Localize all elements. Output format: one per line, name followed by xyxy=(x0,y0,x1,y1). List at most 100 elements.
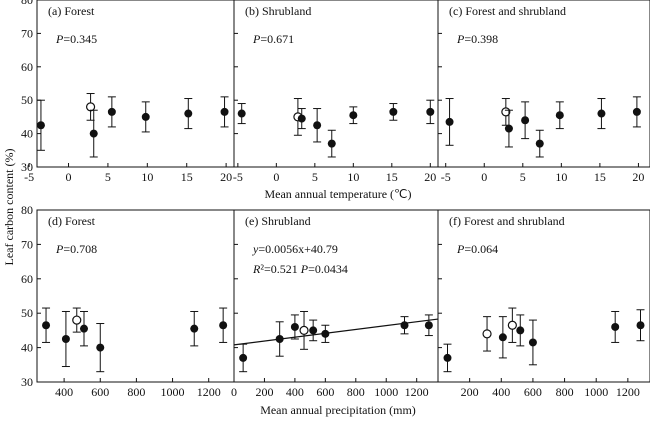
data-point-open xyxy=(299,325,309,335)
data-point xyxy=(400,321,409,330)
panel-1: 30 40 50 60 70 80 -5 0 5 10 15 20 (a) Forest P=0.345 xyxy=(21,0,235,184)
panel-title: (d) Forest xyxy=(48,214,96,228)
data-point xyxy=(237,109,246,118)
y-tick-label: 30 xyxy=(21,160,33,174)
panel-frame xyxy=(233,0,439,168)
data-point xyxy=(184,109,193,118)
x-tick-label: 15 xyxy=(181,170,193,184)
x-tick-label: 0 xyxy=(273,170,279,184)
x-tick-label: 10 xyxy=(347,170,359,184)
x-tick-label: 1000 xyxy=(584,385,608,399)
panel-stat: y=0.0056x+40.79 xyxy=(252,242,338,256)
panel-3: -5 0 5 10 15 20 (c) Forest and shrubland P=0.39… xyxy=(437,0,650,184)
x-tick-label: 600 xyxy=(91,385,109,399)
x-tick-label: 20 xyxy=(632,170,644,184)
data-point xyxy=(504,124,513,133)
data-point-open xyxy=(507,320,517,330)
panel-stat: P=0.345 xyxy=(55,32,97,46)
data-point xyxy=(535,139,544,148)
x-tick-label: 10 xyxy=(141,170,153,184)
panel-title: (c) Forest and shrubland xyxy=(449,4,566,18)
x-tick-label: 0 xyxy=(481,170,487,184)
data-point xyxy=(327,139,336,148)
data-point xyxy=(516,326,525,335)
data-point xyxy=(309,326,318,335)
panel-title: (a) Forest xyxy=(48,4,95,18)
y-tick-label: 40 xyxy=(21,341,33,355)
data-point xyxy=(389,107,398,116)
x-tick-label: 200 xyxy=(255,385,273,399)
data-point xyxy=(632,107,641,116)
y-tick-label: 30 xyxy=(21,375,33,389)
y-tick-label: 60 xyxy=(21,272,33,286)
panel-stat: P=0.671 xyxy=(252,32,294,46)
y-tick-label: 80 xyxy=(21,0,33,7)
x-tick-label: 5 xyxy=(105,170,111,184)
x-tick-label: 20 xyxy=(220,170,232,184)
data-point xyxy=(275,335,284,343)
x-tick-label: 1200 xyxy=(405,385,429,399)
y-tick-label: 70 xyxy=(21,26,33,40)
data-point-open xyxy=(85,102,96,112)
x-tick-label: 5 xyxy=(312,170,318,184)
data-point xyxy=(321,329,330,338)
data-point xyxy=(313,121,322,130)
x-tick-label: 0 xyxy=(66,170,72,184)
data-point-open xyxy=(482,329,492,339)
data-point xyxy=(36,121,45,130)
x-tick-label: -5 xyxy=(24,170,34,184)
x-tick-label: 10 xyxy=(555,170,567,184)
panel-title: (b) Shrubland xyxy=(245,4,311,18)
panel-frame xyxy=(437,0,650,168)
data-point xyxy=(107,107,116,116)
data-point xyxy=(528,338,537,347)
panel-title: (f) Forest and shrubland xyxy=(449,214,565,228)
data-point xyxy=(349,111,358,120)
panel-frame xyxy=(36,0,235,168)
data-point xyxy=(443,353,452,362)
data-point xyxy=(61,335,70,343)
x-tick-label: 1000 xyxy=(161,385,185,399)
y-tick-label: 50 xyxy=(21,306,33,320)
data-point xyxy=(42,321,51,330)
x-tick-label: 5 xyxy=(520,170,526,184)
x-tick-label: 1200 xyxy=(616,385,640,399)
data-point xyxy=(141,112,150,121)
x-tick-label: 600 xyxy=(524,385,542,399)
data-point xyxy=(190,324,199,333)
data-point xyxy=(445,117,454,126)
panel-stat-2: R²=0.521 P=0.0434 xyxy=(252,262,348,276)
data-point xyxy=(219,321,228,330)
data-point xyxy=(89,129,98,138)
x-axis-label-precipitation: Mean annual precipitation (mm) xyxy=(260,403,416,417)
x-tick-label: 400 xyxy=(55,385,73,399)
data-point xyxy=(220,107,229,116)
data-point xyxy=(290,322,299,331)
panel-6: 200 400 600 800 1000 1200 (f) Forest and shrub… xyxy=(437,209,650,399)
x-tick-label: 20 xyxy=(424,170,436,184)
data-point xyxy=(426,107,435,116)
panel-5: 0 200 400 600 800 1000 1200 (e) Shrubland y=0.00… xyxy=(231,209,439,399)
y-axis-label: Leaf carbon content (%) xyxy=(2,149,16,266)
x-tick-label: 200 xyxy=(461,385,479,399)
data-point xyxy=(498,333,507,342)
panel-frame xyxy=(233,209,439,383)
data-point-open xyxy=(72,315,82,325)
y-tick-label: 60 xyxy=(21,60,33,74)
x-tick-label: 0 xyxy=(231,385,237,399)
x-tick-label: 400 xyxy=(286,385,304,399)
panel-4: 30 40 50 60 70 80 400 600 800 1000 1200 (d) Forest P… xyxy=(21,203,235,399)
x-tick-label: 600 xyxy=(316,385,334,399)
panel-stat: P=0.708 xyxy=(55,242,97,256)
x-tick-label: 1000 xyxy=(374,385,398,399)
data-point xyxy=(297,114,306,123)
x-tick-label: -5 xyxy=(233,170,243,184)
panel-stat: P=0.064 xyxy=(456,242,498,256)
data-point xyxy=(79,324,88,333)
panel-frame xyxy=(437,209,650,383)
x-tick-label: 15 xyxy=(594,170,606,184)
y-tick-label: 40 xyxy=(21,127,33,141)
data-point xyxy=(424,321,433,330)
y-tick-label: 80 xyxy=(21,203,33,217)
